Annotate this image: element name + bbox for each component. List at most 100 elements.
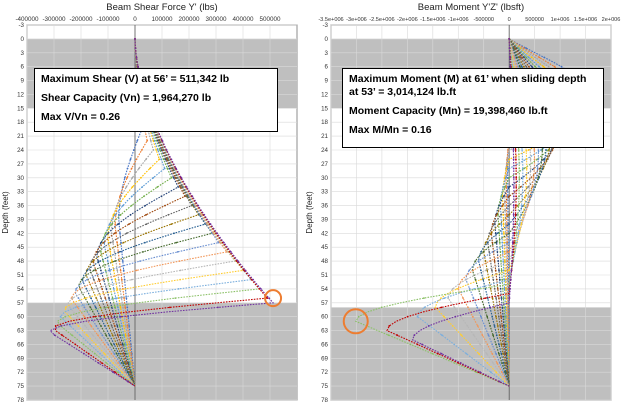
series-point <box>122 241 125 244</box>
series-point <box>64 315 67 318</box>
series-point <box>550 149 553 151</box>
series-point <box>491 241 494 244</box>
series-point <box>203 213 206 216</box>
series-point <box>477 362 480 364</box>
series-point <box>95 251 98 253</box>
series-point <box>484 297 487 299</box>
series-point <box>539 167 542 170</box>
series-point <box>110 232 113 235</box>
series-point <box>485 352 488 355</box>
series-point <box>453 343 456 346</box>
series-point <box>541 149 544 151</box>
series-point <box>505 204 508 207</box>
series-point <box>119 288 121 290</box>
series-point <box>497 213 499 216</box>
series-point <box>126 334 129 337</box>
series-point <box>112 288 115 290</box>
series-point <box>453 306 456 309</box>
series-point <box>121 362 123 364</box>
series-point <box>191 195 194 198</box>
shear-ratio-line: Max V/Vn = 0.26 <box>41 111 121 124</box>
series-point <box>471 315 474 318</box>
series-point <box>107 315 110 318</box>
series-point <box>498 223 501 226</box>
series-point <box>479 343 482 346</box>
series-point <box>492 334 494 337</box>
series-point <box>105 334 107 337</box>
series-point <box>468 288 471 290</box>
series-point <box>145 158 147 161</box>
series-point <box>480 251 482 253</box>
series-point <box>488 260 491 262</box>
series-point <box>77 325 80 327</box>
series-point <box>77 297 80 299</box>
series-point <box>501 371 503 374</box>
series-point <box>453 362 456 364</box>
series-point <box>521 186 524 188</box>
series-point <box>495 343 497 346</box>
series-point <box>101 334 104 337</box>
series-point <box>521 176 524 179</box>
y-tick-label: 12 <box>321 91 328 98</box>
series-point <box>502 223 505 226</box>
y-tick-label: 30 <box>17 175 24 182</box>
series-point <box>59 315 62 318</box>
x-tick-label: -400000 <box>15 16 39 23</box>
series-point <box>100 297 102 299</box>
series-point <box>502 352 504 355</box>
series-point <box>529 176 532 179</box>
y-tick-label: 42 <box>321 230 328 237</box>
series-point <box>140 176 142 179</box>
series-point <box>488 232 491 235</box>
series-point <box>499 325 502 327</box>
series-point <box>508 47 511 49</box>
series-point <box>502 260 505 262</box>
series-point <box>112 269 115 272</box>
x-tick-label: -300000 <box>42 16 66 23</box>
series-point <box>87 352 90 355</box>
series-point <box>540 149 542 151</box>
series-point <box>481 334 484 337</box>
series-point <box>122 362 125 364</box>
series-point <box>512 204 515 207</box>
series-point <box>505 315 507 318</box>
highlight-circle <box>264 289 283 308</box>
series-point <box>537 176 540 179</box>
series-point <box>76 315 79 318</box>
series-point <box>130 204 133 207</box>
y-tick-label: 21 <box>321 133 328 140</box>
series-point <box>118 251 121 253</box>
series-point <box>504 269 506 272</box>
series-point <box>508 260 511 262</box>
series-line <box>107 38 160 387</box>
series-point <box>440 297 442 299</box>
series-point <box>462 297 464 299</box>
series-point <box>102 241 105 244</box>
series-point <box>504 325 507 327</box>
series-point <box>104 232 107 235</box>
y-tick-label: -3 <box>18 22 24 29</box>
series-point <box>105 306 108 309</box>
series-point <box>504 223 507 226</box>
series-point <box>110 278 113 281</box>
series-point <box>144 204 147 207</box>
series-point <box>252 278 255 281</box>
series-point <box>97 334 99 337</box>
series-point <box>440 352 443 355</box>
series-point <box>515 158 517 161</box>
series-point <box>114 213 117 216</box>
y-tick-label: 51 <box>321 272 328 279</box>
series-point <box>519 65 521 68</box>
series-point <box>527 186 529 188</box>
series-point <box>504 306 507 309</box>
y-tick-label: 30 <box>321 175 328 182</box>
series-point <box>99 260 101 262</box>
series-point <box>123 343 126 346</box>
series-point <box>140 149 143 151</box>
series-point <box>509 278 512 281</box>
series-point <box>456 288 458 290</box>
series-point <box>107 325 110 327</box>
series-point <box>89 306 92 309</box>
series-point <box>416 315 419 318</box>
series-point <box>527 195 530 198</box>
